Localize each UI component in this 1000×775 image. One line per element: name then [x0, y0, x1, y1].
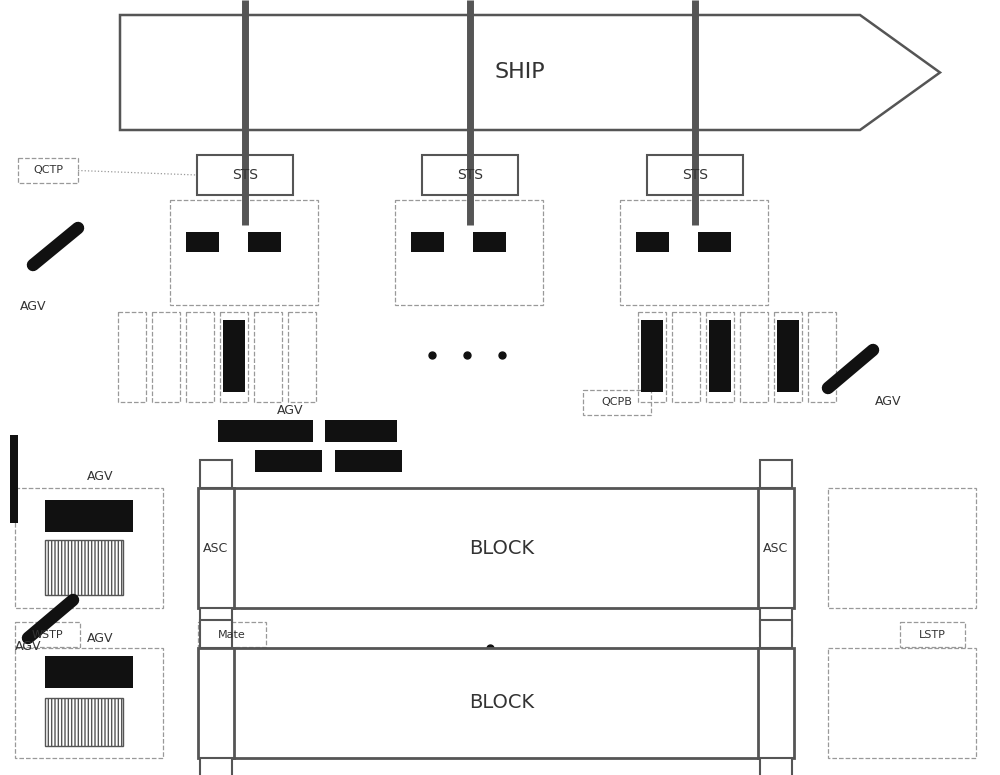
- Bar: [808, 312, 836, 402]
- Bar: [760, 460, 792, 488]
- Bar: [228, 648, 776, 758]
- Bar: [118, 312, 146, 402]
- Bar: [228, 488, 776, 608]
- Text: STS: STS: [682, 168, 708, 182]
- Bar: [760, 758, 792, 775]
- Bar: [758, 648, 794, 758]
- Text: ASC: ASC: [203, 542, 229, 554]
- Bar: [641, 320, 663, 392]
- Bar: [638, 312, 666, 402]
- Bar: [473, 232, 506, 252]
- Bar: [200, 758, 232, 775]
- Text: BLOCK: BLOCK: [469, 694, 535, 712]
- Text: STS: STS: [232, 168, 258, 182]
- Bar: [395, 200, 543, 305]
- Bar: [760, 608, 792, 636]
- Text: BLOCK: BLOCK: [469, 539, 535, 557]
- Bar: [900, 622, 965, 647]
- Bar: [828, 488, 976, 608]
- Bar: [698, 232, 731, 252]
- Bar: [335, 450, 402, 472]
- Bar: [647, 155, 743, 195]
- Bar: [828, 648, 976, 758]
- Bar: [200, 620, 232, 648]
- Bar: [200, 460, 232, 488]
- Bar: [218, 420, 313, 442]
- Bar: [152, 312, 180, 402]
- Bar: [255, 450, 322, 472]
- Bar: [45, 540, 123, 595]
- Bar: [422, 155, 518, 195]
- Bar: [325, 420, 397, 442]
- Bar: [774, 312, 802, 402]
- Bar: [706, 312, 734, 402]
- Text: AGV: AGV: [87, 470, 113, 484]
- Text: AGV: AGV: [277, 404, 303, 416]
- Bar: [170, 200, 318, 305]
- Bar: [620, 200, 768, 305]
- Bar: [198, 488, 234, 608]
- Bar: [709, 320, 731, 392]
- Text: SHIP: SHIP: [495, 63, 545, 82]
- Bar: [45, 500, 133, 532]
- Text: AGV: AGV: [87, 632, 113, 645]
- Bar: [10, 435, 18, 523]
- Text: AGV: AGV: [20, 300, 46, 313]
- Bar: [583, 390, 651, 415]
- Bar: [740, 312, 768, 402]
- Bar: [672, 312, 700, 402]
- Text: AGV: AGV: [875, 395, 902, 408]
- Text: LSTP: LSTP: [919, 629, 946, 639]
- Bar: [288, 312, 316, 402]
- Bar: [248, 232, 281, 252]
- Text: AGV: AGV: [15, 640, 42, 653]
- Text: QCTP: QCTP: [33, 166, 63, 175]
- Bar: [198, 648, 234, 758]
- Bar: [198, 622, 266, 647]
- Bar: [18, 158, 78, 183]
- Text: ASC: ASC: [763, 542, 789, 554]
- Bar: [186, 232, 219, 252]
- Bar: [186, 312, 214, 402]
- Bar: [760, 620, 792, 648]
- Bar: [15, 648, 163, 758]
- Bar: [200, 608, 232, 636]
- Bar: [636, 232, 669, 252]
- Bar: [777, 320, 799, 392]
- Bar: [223, 320, 245, 392]
- Text: STS: STS: [457, 168, 483, 182]
- Bar: [411, 232, 444, 252]
- Bar: [197, 155, 293, 195]
- Bar: [758, 488, 794, 608]
- Text: Mate: Mate: [218, 629, 246, 639]
- Bar: [15, 622, 80, 647]
- Bar: [45, 656, 133, 688]
- Bar: [220, 312, 248, 402]
- Bar: [45, 698, 123, 746]
- Bar: [15, 488, 163, 608]
- Bar: [254, 312, 282, 402]
- Text: QCPB: QCPB: [602, 398, 632, 408]
- Text: WSTP: WSTP: [32, 629, 63, 639]
- Polygon shape: [120, 15, 940, 130]
